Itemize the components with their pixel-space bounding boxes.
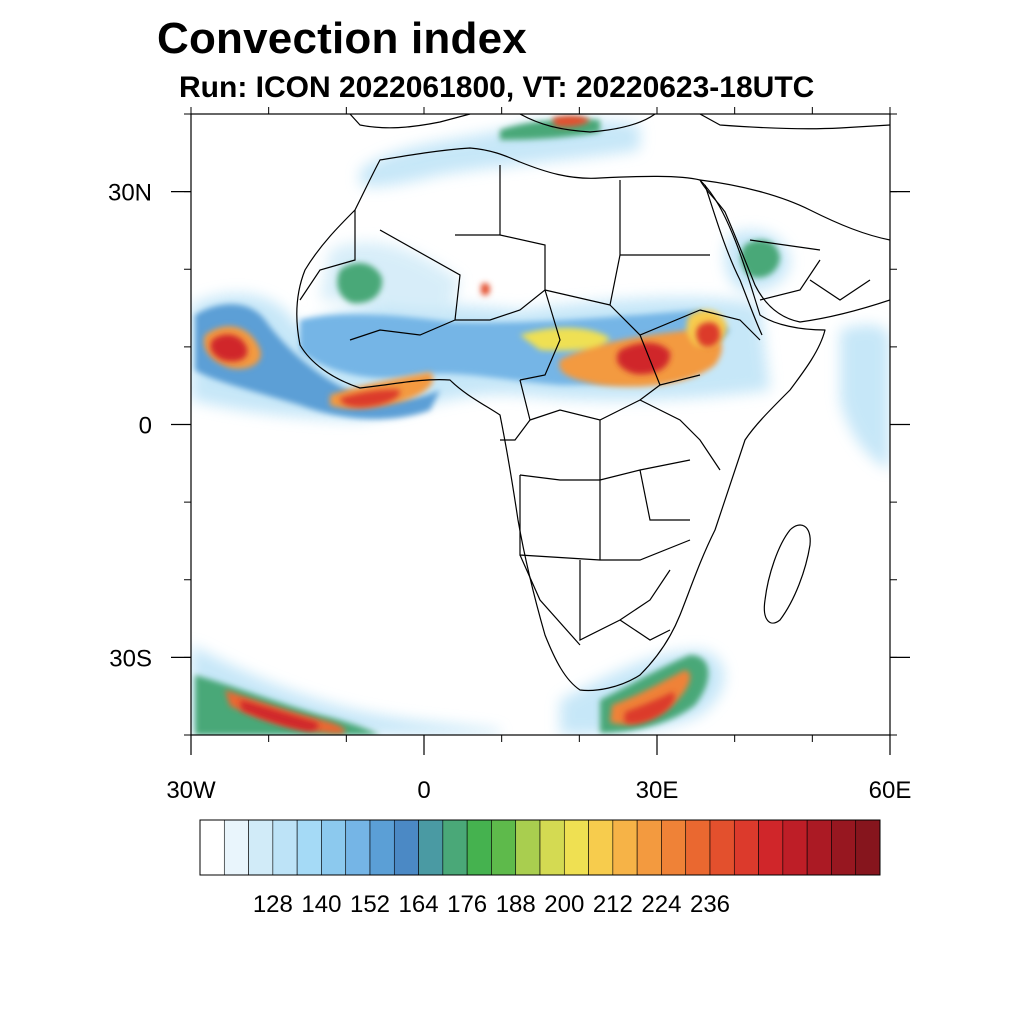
field-south-atlantic-red xyxy=(240,700,319,731)
colorbar-swatch xyxy=(515,819,541,876)
lat-tick-label: 0 xyxy=(139,413,152,440)
colorbar-frame xyxy=(199,819,881,876)
colorbar-swatch xyxy=(442,819,468,876)
colorbar-swatch xyxy=(539,819,565,876)
country-borders xyxy=(299,165,871,646)
field-ethiopia-red xyxy=(696,322,721,348)
colorbar-swatch xyxy=(733,819,759,876)
africa-coastline xyxy=(296,147,826,692)
colorbar-label: 188 xyxy=(496,891,536,918)
colorbar-label: 236 xyxy=(690,891,730,918)
colorbar-swatch xyxy=(588,819,614,876)
red-sea xyxy=(704,184,763,336)
colorbar-swatch xyxy=(831,819,857,876)
colorbar-swatch xyxy=(418,819,444,876)
colorbar-swatch xyxy=(782,819,808,876)
map-axes: 30W 0 30E 60E 30N 0 30S xyxy=(108,107,911,804)
colorbar-swatch xyxy=(223,819,249,876)
plot-title: Convection index xyxy=(157,14,527,63)
field-south-atlantic-mid xyxy=(195,675,380,735)
lat-tick-label: 30S xyxy=(109,645,152,672)
plot-area xyxy=(191,114,890,735)
colorbar: 128 140 152 164 176 188 200 212 224 236 xyxy=(199,819,881,918)
plot-subtitle: Run: ICON 2022061800, VT: 20220623-18UTC xyxy=(179,71,815,104)
colorbar-swatch xyxy=(393,819,419,876)
field-mediterranean-outer xyxy=(360,119,640,187)
colorbar-label: 140 xyxy=(301,891,341,918)
colorbar-swatch xyxy=(248,819,274,876)
colorbar-label: 176 xyxy=(447,891,487,918)
field-nw-sahara-mid xyxy=(337,263,383,304)
field-indian-ocean-outer xyxy=(840,324,890,470)
colorbar-swatch xyxy=(758,819,784,876)
colorbar-swatch xyxy=(612,819,638,876)
colorbar-swatch xyxy=(321,819,347,876)
convection-field xyxy=(191,115,890,735)
colorbar-label: 224 xyxy=(641,891,681,918)
colorbar-swatch xyxy=(272,819,298,876)
lon-tick-label: 30E xyxy=(636,777,679,804)
colorbar-swatch xyxy=(563,819,589,876)
lon-tick-label: 30W xyxy=(166,777,216,804)
colorbar-swatch xyxy=(369,819,395,876)
field-sahel-yellow xyxy=(520,327,610,351)
colorbar-label: 200 xyxy=(544,891,584,918)
colorbar-swatch xyxy=(345,819,371,876)
colorbar-swatch xyxy=(661,819,687,876)
field-arabia-mid xyxy=(740,239,780,278)
colorbar-label: 128 xyxy=(253,891,293,918)
madagascar-coastline xyxy=(763,524,811,624)
colorbar-label: 152 xyxy=(350,891,390,918)
colorbar-swatch xyxy=(636,819,662,876)
lon-tick-label: 60E xyxy=(869,777,912,804)
lon-tick-label: 0 xyxy=(417,777,430,804)
field-atlantic-mid xyxy=(195,304,440,420)
lat-tick-label: 30N xyxy=(108,180,152,207)
colorbar-swatch xyxy=(199,819,225,876)
colorbar-swatch xyxy=(685,819,711,876)
colorbar-swatch xyxy=(466,819,492,876)
coastlines xyxy=(296,114,890,692)
colorbar-label: 164 xyxy=(399,891,439,918)
field-south-africa-red xyxy=(624,692,675,724)
field-sudan-red xyxy=(616,342,671,375)
colorbar-swatch xyxy=(491,819,517,876)
colorbar-swatch xyxy=(296,819,322,876)
colorbar-swatch xyxy=(709,819,735,876)
colorbar-label: 212 xyxy=(593,891,633,918)
field-sahara-spot xyxy=(481,282,490,296)
field-guinea-red xyxy=(340,389,401,408)
field-med-red xyxy=(552,115,590,127)
field-atlantic-red xyxy=(210,334,248,362)
colorbar-swatch xyxy=(806,819,832,876)
colorbar-swatch xyxy=(855,819,881,876)
europe-coastline xyxy=(349,114,890,133)
arabia-coastline xyxy=(699,179,890,323)
